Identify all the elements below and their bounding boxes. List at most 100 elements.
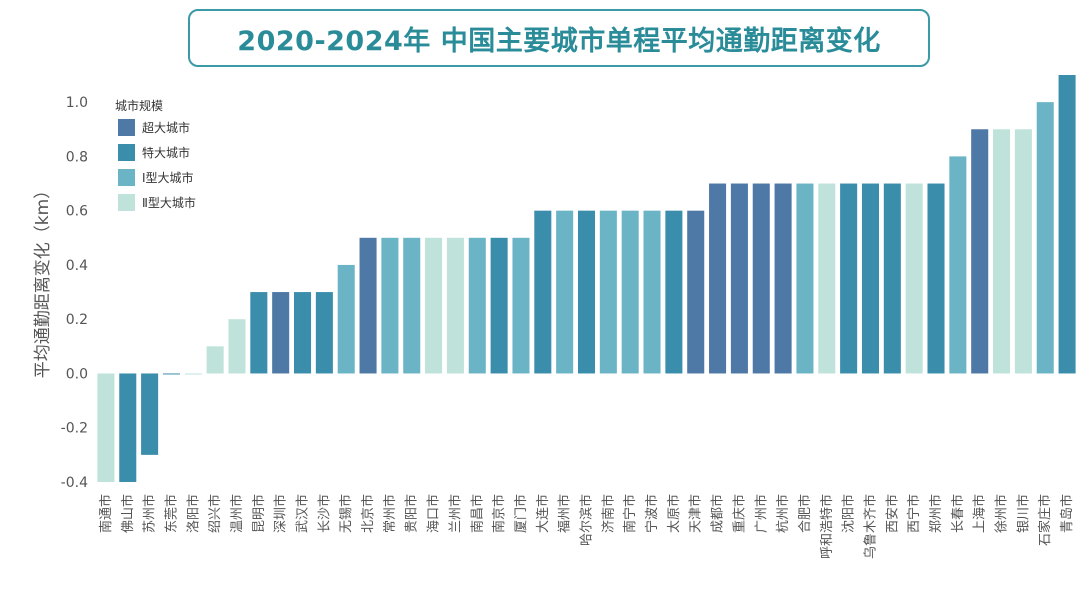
bar-昆明市[interactable] [250, 292, 268, 374]
x-tick-label: 上海市 [972, 494, 988, 533]
x-tick-label: 广州市 [753, 494, 769, 533]
bar-洛阳市[interactable] [184, 373, 202, 375]
x-tick-label: 徐州市 [994, 494, 1010, 533]
x-tick-label: 常州市 [382, 494, 398, 533]
legend-label: Ⅰ型大城市 [142, 170, 194, 185]
bar-长沙市[interactable] [315, 292, 333, 374]
x-tick-label: 东莞市 [163, 494, 179, 533]
y-tick-label: 0.4 [66, 258, 88, 274]
bar-银川市[interactable] [1014, 129, 1032, 374]
x-tick-label: 福州市 [557, 494, 573, 533]
legend-swatch [118, 119, 135, 136]
bar-兰州市[interactable] [446, 237, 464, 374]
x-tick-label: 杭州市 [775, 494, 791, 533]
bar-福州市[interactable] [556, 210, 574, 374]
bar-青岛市[interactable] [1058, 75, 1076, 374]
x-tick-label: 北京市 [360, 494, 376, 533]
chart-title: 2020-2024年 中国主要城市单程平均通勤距离变化 [188, 9, 930, 67]
bar-佛山市[interactable] [119, 373, 137, 482]
x-tick-label: 温州市 [229, 494, 245, 533]
bar-乌鲁木齐市[interactable] [861, 183, 879, 374]
bar-无锡市[interactable] [337, 264, 355, 374]
bar-徐州市[interactable] [993, 129, 1011, 374]
bar-南通市[interactable] [97, 373, 115, 482]
bar-西宁市[interactable] [905, 183, 923, 374]
x-tick-label: 济南市 [600, 494, 616, 533]
legend-label: Ⅱ型大城市 [142, 195, 196, 210]
x-tick-label: 南京市 [491, 494, 507, 533]
bar-绍兴市[interactable] [206, 346, 224, 374]
x-tick-label: 南昌市 [469, 494, 485, 533]
x-tick-label: 沈阳市 [841, 494, 857, 533]
x-tick-label: 无锡市 [338, 494, 354, 533]
x-tick-label: 绍兴市 [207, 494, 223, 533]
legend-label: 特大城市 [142, 145, 190, 160]
bar-杭州市[interactable] [774, 183, 792, 374]
bar-南宁市[interactable] [621, 210, 639, 374]
bar-济南市[interactable] [599, 210, 617, 374]
bar-常州市[interactable] [381, 237, 399, 374]
bar-太原市[interactable] [665, 210, 683, 374]
bar-石家庄市[interactable] [1036, 102, 1054, 374]
x-tick-label: 洛阳市 [185, 494, 201, 533]
x-tick-label: 长沙市 [316, 494, 332, 533]
bar-沈阳市[interactable] [840, 183, 858, 374]
bar-温州市[interactable] [228, 319, 246, 374]
x-tick-label: 呼和浩特市 [819, 494, 835, 559]
bar-海口市[interactable] [425, 237, 443, 374]
x-tick-label: 海口市 [426, 494, 442, 533]
bar-深圳市[interactable] [272, 292, 290, 374]
bar-广州市[interactable] [752, 183, 770, 374]
x-tick-label: 武汉市 [295, 494, 311, 533]
x-tick-label: 西宁市 [906, 494, 922, 533]
bar-东莞市[interactable] [162, 373, 180, 375]
x-tick-label: 长春市 [950, 494, 966, 533]
bar-武汉市[interactable] [294, 292, 312, 374]
bar-宁波市[interactable] [643, 210, 661, 374]
bar-哈尔滨市[interactable] [577, 210, 596, 374]
bar-成都市[interactable] [709, 183, 727, 374]
x-tick-label: 重庆市 [731, 494, 747, 533]
bar-长春市[interactable] [949, 156, 967, 374]
x-tick-label: 深圳市 [273, 494, 289, 533]
y-axis-label: 平均通勤距离变化（km） [33, 182, 53, 378]
x-tick-label: 佛山市 [120, 494, 136, 533]
bar-合肥市[interactable] [796, 183, 814, 374]
bar-厦门市[interactable] [512, 237, 530, 374]
x-tick-label: 哈尔滨市 [579, 494, 595, 546]
x-tick-label: 乌鲁木齐市 [862, 494, 878, 559]
bar-贵阳市[interactable] [403, 237, 421, 374]
legend-label: 超大城市 [142, 120, 190, 135]
bar-北京市[interactable] [359, 237, 377, 374]
x-tick-label: 厦门市 [513, 494, 529, 533]
x-tick-label: 天津市 [688, 494, 704, 533]
bar-天津市[interactable] [687, 210, 705, 374]
bar-重庆市[interactable] [730, 183, 748, 374]
bar-呼和浩特市[interactable] [818, 183, 836, 374]
x-tick-label: 昆明市 [251, 494, 267, 533]
x-tick-label: 合肥市 [797, 494, 813, 533]
bar-南京市[interactable] [490, 237, 508, 374]
x-tick-label: 成都市 [710, 494, 726, 533]
bar-大连市[interactable] [534, 210, 552, 374]
y-tick-label: 0.2 [66, 312, 88, 328]
bar-南昌市[interactable] [468, 237, 486, 374]
bar-郑州市[interactable] [927, 183, 945, 374]
x-tick-label: 郑州市 [928, 494, 944, 533]
bar-西安市[interactable] [883, 183, 901, 374]
x-tick-label: 西安市 [884, 494, 900, 533]
x-tick-label: 青岛市 [1059, 494, 1075, 533]
bar-上海市[interactable] [971, 129, 989, 374]
x-tick-label: 宁波市 [644, 494, 660, 533]
x-tick-label: 兰州市 [447, 494, 463, 533]
x-tick-label: 太原市 [666, 494, 682, 533]
x-tick-label: 苏州市 [142, 494, 158, 533]
y-tick-label: -0.2 [61, 421, 88, 437]
x-tick-label: 南通市 [98, 494, 114, 533]
bar-苏州市[interactable] [141, 373, 159, 455]
x-tick-label: 大连市 [535, 494, 551, 533]
y-tick-label: 0.6 [66, 204, 88, 220]
y-tick-label: -0.4 [61, 475, 88, 491]
legend-title: 城市规模 [115, 98, 163, 113]
